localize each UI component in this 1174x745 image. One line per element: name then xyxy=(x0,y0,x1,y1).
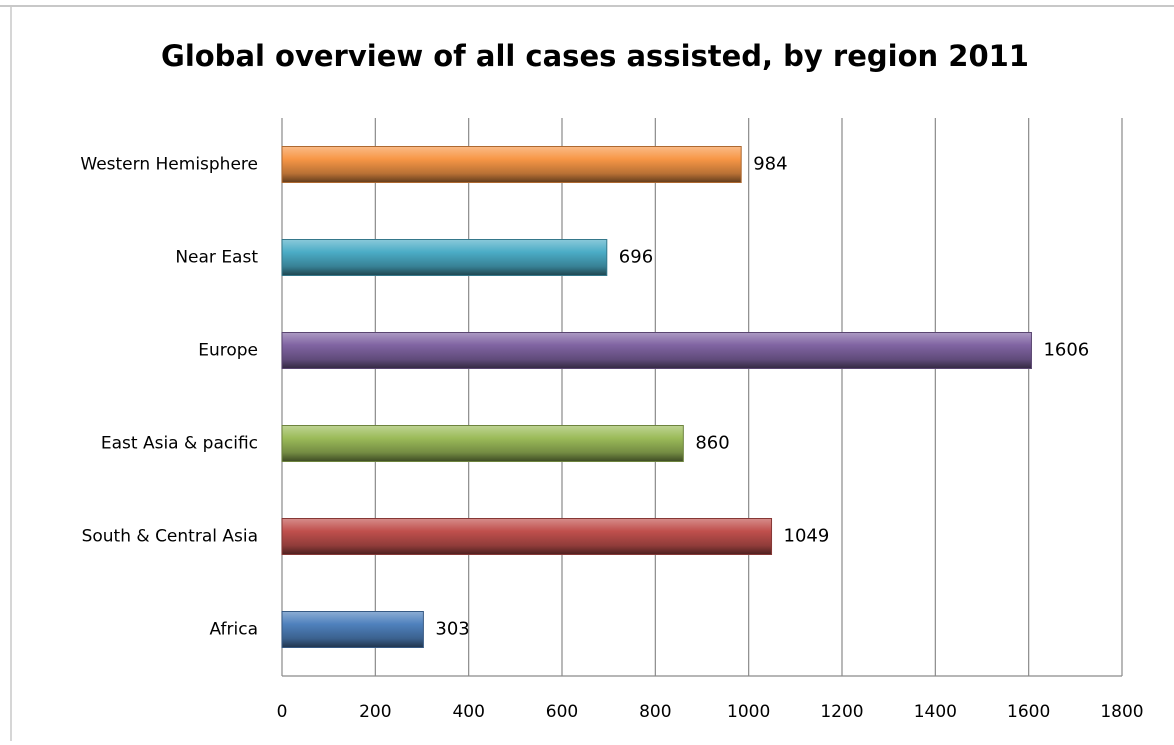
x-tick-label: 200 xyxy=(359,702,391,722)
value-label: 303 xyxy=(435,619,469,640)
x-tick-label: 0 xyxy=(277,702,288,722)
x-tick-label: 1200 xyxy=(820,702,863,722)
bar xyxy=(281,518,773,555)
value-label: 1049 xyxy=(784,526,830,547)
value-label: 1606 xyxy=(1043,340,1089,361)
y-tick-label: Western Hemisphere xyxy=(80,155,258,175)
y-tick-label: South & Central Asia xyxy=(82,527,258,547)
y-tick-label: East Asia & pacific xyxy=(101,434,258,454)
bar xyxy=(281,611,424,648)
x-tick-label: 1400 xyxy=(914,702,957,722)
value-label: 984 xyxy=(753,154,787,175)
bar xyxy=(281,425,684,462)
x-tick-label: 400 xyxy=(452,702,484,722)
x-tick-label: 1600 xyxy=(1007,702,1050,722)
chart-title: Global overview of all cases assisted, b… xyxy=(161,39,1029,73)
value-label: 860 xyxy=(695,433,729,454)
bar xyxy=(281,146,742,183)
value-label: 696 xyxy=(619,247,653,268)
x-tick-label: 1000 xyxy=(727,702,770,722)
x-tick-label: 800 xyxy=(639,702,671,722)
y-tick-label: Europe xyxy=(198,341,258,361)
y-tick-label: Near East xyxy=(175,248,258,268)
y-tick-label: Africa xyxy=(210,620,259,640)
x-tick-label: 1800 xyxy=(1100,702,1143,722)
x-tick-label: 600 xyxy=(546,702,578,722)
bar xyxy=(281,332,1032,369)
bar xyxy=(281,239,608,276)
